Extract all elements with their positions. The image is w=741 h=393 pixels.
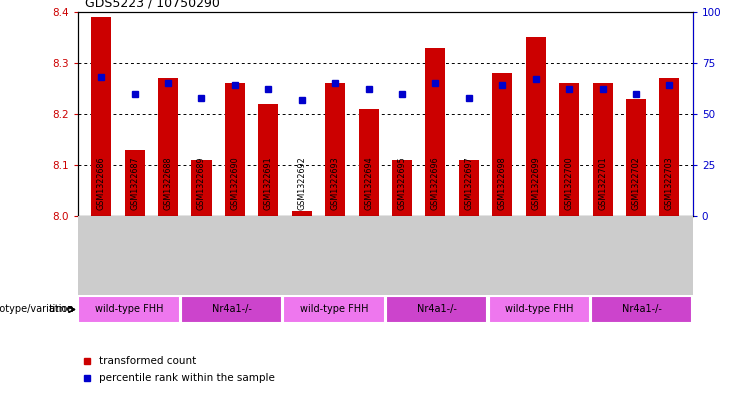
Bar — [488, 296, 590, 323]
Text: wild-type FHH: wild-type FHH — [95, 305, 163, 314]
Bar — [191, 160, 211, 216]
Bar — [591, 296, 692, 323]
Bar — [626, 99, 646, 216]
Bar — [359, 109, 379, 216]
Text: week 16: week 16 — [362, 305, 409, 314]
Text: GDS5223 / 10750290: GDS5223 / 10750290 — [85, 0, 220, 10]
Text: week 24: week 24 — [567, 305, 614, 314]
Bar — [425, 48, 445, 216]
Bar — [459, 160, 479, 216]
Bar — [386, 296, 487, 323]
Bar — [559, 83, 579, 216]
Text: Nr4a1-/-: Nr4a1-/- — [416, 305, 456, 314]
Bar — [181, 296, 282, 323]
Bar — [325, 83, 345, 216]
Text: genotype/variation: genotype/variation — [0, 305, 74, 314]
Text: Nr4a1-/-: Nr4a1-/- — [212, 305, 251, 314]
Bar — [284, 296, 487, 323]
Bar — [488, 296, 692, 323]
Bar — [292, 211, 312, 216]
Bar — [659, 78, 679, 216]
Text: wild-type FHH: wild-type FHH — [300, 305, 368, 314]
Text: week 8: week 8 — [160, 305, 200, 314]
Text: percentile rank within the sample: percentile rank within the sample — [99, 373, 275, 384]
Bar — [525, 37, 546, 216]
Bar — [492, 73, 512, 216]
Bar — [91, 17, 111, 216]
Bar — [284, 296, 385, 323]
Text: transformed count: transformed count — [99, 356, 196, 366]
Bar — [392, 160, 412, 216]
Bar — [124, 150, 144, 216]
Bar — [158, 78, 178, 216]
Bar — [259, 104, 279, 216]
Text: wild-type FHH: wild-type FHH — [505, 305, 574, 314]
Bar — [79, 296, 179, 323]
Bar — [79, 296, 282, 323]
Bar — [225, 83, 245, 216]
Bar — [593, 83, 613, 216]
Text: Nr4a1-/-: Nr4a1-/- — [622, 305, 662, 314]
Text: time: time — [49, 305, 74, 314]
